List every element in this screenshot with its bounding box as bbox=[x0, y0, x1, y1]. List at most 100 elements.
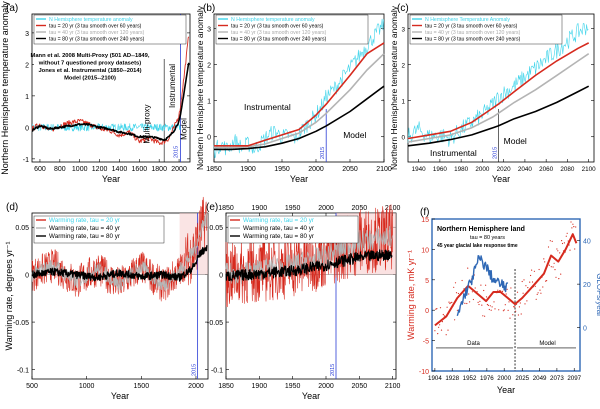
y-tick-label: -0.1 bbox=[17, 368, 29, 375]
x-tick-label: 2000 bbox=[188, 383, 204, 390]
scatter-point bbox=[506, 288, 508, 290]
scatter-point bbox=[466, 302, 468, 305]
scatter-point bbox=[557, 250, 559, 252]
x-tick-label: 500 bbox=[26, 383, 38, 390]
y-tick-label: 1 bbox=[25, 94, 29, 101]
x-tick-label: 2050 bbox=[342, 166, 358, 173]
label-instrumental: Instrumental bbox=[430, 148, 477, 158]
legend-box bbox=[227, 215, 359, 244]
x-tick-label: 2049 bbox=[533, 375, 547, 382]
legend-entry: tau = 80 yr (3 tau smooth over 240 years… bbox=[231, 37, 327, 43]
series-glofs-per-year bbox=[456, 254, 509, 317]
scatter-point bbox=[509, 317, 511, 319]
scatter-point bbox=[450, 302, 452, 304]
y-tick-label: 0 bbox=[219, 273, 223, 280]
x-tick-label-top: 1900 bbox=[252, 205, 268, 212]
legend-entry: tau = 40 yr (3 tau smooth over 120 years… bbox=[425, 30, 521, 36]
scatter-point bbox=[515, 310, 517, 312]
scatter-point bbox=[440, 329, 443, 331]
scatter-point bbox=[531, 269, 533, 271]
legend-entry: N Hemisphere Temperature Anomaly bbox=[425, 17, 510, 23]
y-tick-label: 2 bbox=[401, 63, 405, 70]
legend-entry: Warming rate, tau = 40 yr bbox=[49, 225, 120, 232]
scatter-point bbox=[558, 278, 560, 280]
x-tick-label: 1800 bbox=[151, 166, 167, 173]
x-tick-label: 2000 bbox=[497, 375, 511, 382]
scatter-point bbox=[445, 334, 447, 336]
scatter-point bbox=[536, 293, 538, 295]
y2-tick-label: 20 bbox=[583, 282, 591, 289]
x-axis-label: Year bbox=[492, 174, 510, 184]
scatter-point bbox=[485, 296, 488, 298]
scatter-point bbox=[508, 301, 510, 303]
annotation-line: Model (2015--2100) bbox=[64, 76, 116, 82]
x-axis-label: Year bbox=[497, 385, 515, 395]
label-multi-proxy: Multi-proxy bbox=[142, 104, 151, 143]
x-tick-label: 2020 bbox=[497, 166, 512, 173]
x-tick-label: 1976 bbox=[480, 375, 494, 382]
y-tick-label: -5 bbox=[423, 339, 429, 346]
scatter-point bbox=[449, 302, 451, 305]
scatter-point bbox=[436, 308, 438, 310]
legend-entry: Warming rate, tau = 40 yr bbox=[243, 225, 314, 232]
x-tick-label: 1900 bbox=[240, 166, 256, 173]
scatter-point bbox=[482, 315, 484, 317]
scatter-point bbox=[464, 302, 466, 304]
scatter-point bbox=[498, 309, 500, 311]
series-tau-20-yr-3-tau-smooth-over-60-years- bbox=[407, 42, 590, 140]
y-axis-label: Northern Hemisphere temperature anomaly bbox=[389, 5, 399, 170]
label-2015: 2015 bbox=[320, 147, 326, 159]
scatter-point bbox=[484, 315, 486, 317]
x-tick-label: 1928 bbox=[445, 375, 459, 382]
scatter-point bbox=[529, 281, 531, 283]
scatter-point bbox=[523, 279, 525, 281]
y-tick-label: 0 bbox=[401, 135, 405, 142]
scatter-point bbox=[521, 280, 523, 283]
scatter-point bbox=[531, 281, 534, 283]
x-tick-label: 2000 bbox=[308, 166, 324, 173]
scatter-point bbox=[518, 306, 521, 308]
legend-entry: N Hemisphere temperature anomaly bbox=[49, 17, 133, 23]
scatter-point bbox=[488, 308, 490, 311]
scatter-point bbox=[513, 306, 515, 308]
scatter-point bbox=[489, 305, 491, 307]
scatter-point bbox=[524, 303, 526, 305]
x-tick-label: 2000 bbox=[171, 166, 187, 173]
scatter-point bbox=[497, 289, 499, 291]
x-tick-label: 1000 bbox=[72, 166, 88, 173]
scatter-point bbox=[533, 270, 536, 272]
scatter-point bbox=[554, 269, 556, 271]
x-tick-label-top: 1950 bbox=[285, 205, 301, 212]
y-tick-label: 3 bbox=[207, 26, 211, 33]
scatter-point bbox=[490, 309, 492, 311]
label-model: Model bbox=[180, 118, 189, 140]
scatter-point bbox=[438, 326, 440, 328]
annotation-line: without 7 questioned proxy datasets) bbox=[38, 61, 141, 67]
y-tick-label: 0.05 bbox=[209, 225, 223, 232]
legend-entry: tau = 80 yr (3 tau smooth over 240 years… bbox=[49, 37, 145, 43]
scatter-point bbox=[537, 292, 539, 294]
x-tick-label: 2050 bbox=[352, 383, 368, 390]
x-tick-label: 1200 bbox=[92, 166, 108, 173]
scatter-point bbox=[548, 264, 551, 266]
scatter-point bbox=[570, 221, 572, 223]
panel-c: 1940 1960 1980 2000 2020 2040 2060 2080 2100 0 1 2 3… bbox=[389, 3, 596, 184]
x-tick-label: 2060 bbox=[539, 166, 554, 173]
scatter-point bbox=[534, 285, 536, 287]
plot-frame bbox=[431, 218, 581, 372]
x-tick-label: 1500 bbox=[134, 383, 150, 390]
scatter-point bbox=[454, 319, 456, 321]
scatter-point bbox=[549, 240, 551, 242]
y2-tick-label: 40 bbox=[583, 239, 591, 246]
x-tick-label: 1960 bbox=[433, 166, 448, 173]
scatter-point bbox=[542, 286, 544, 288]
y-tick-label: 0 bbox=[25, 273, 29, 280]
x-tick-label: 2000 bbox=[318, 383, 334, 390]
x-tick-label: 1940 bbox=[412, 166, 427, 173]
y-tick-label: 3 bbox=[401, 26, 405, 33]
scatter-point bbox=[526, 300, 528, 302]
x-axis-label: Year bbox=[290, 174, 308, 184]
scatter-point bbox=[573, 226, 575, 228]
x-tick-label: 2100 bbox=[376, 166, 392, 173]
scatter-point bbox=[493, 301, 495, 303]
